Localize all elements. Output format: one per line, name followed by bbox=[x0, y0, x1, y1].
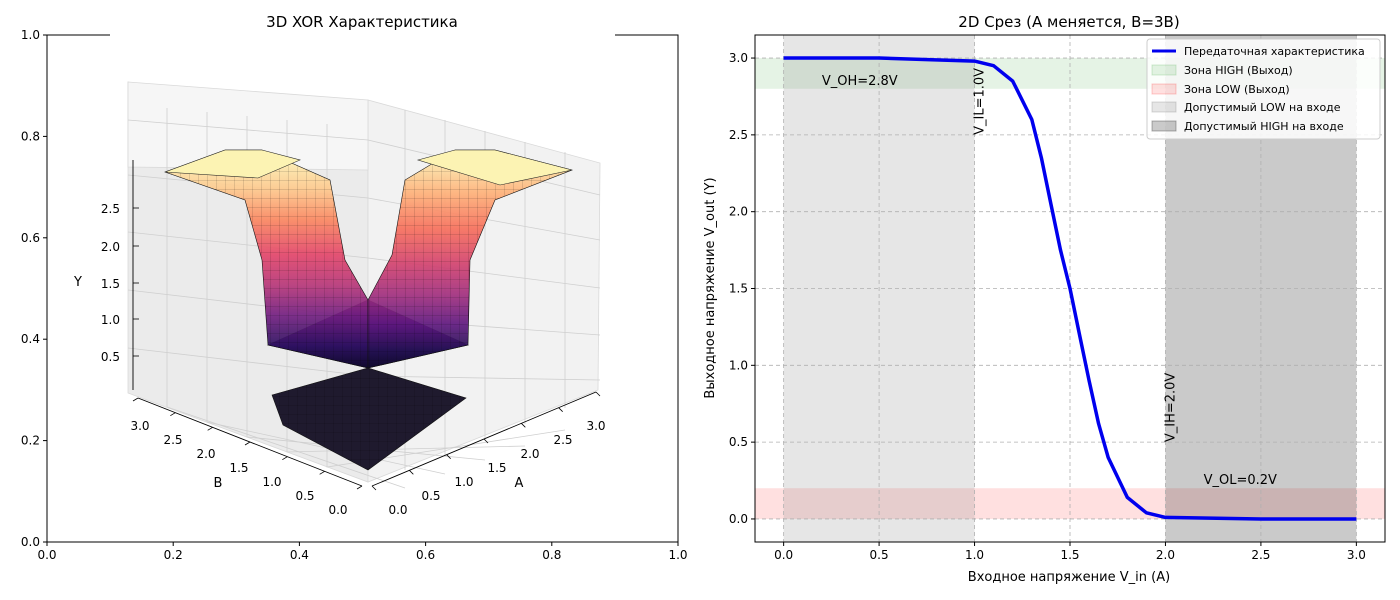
z-tick-label: 1.0 bbox=[101, 313, 120, 327]
a-tick-label: 2.5 bbox=[553, 433, 572, 447]
b-tick bbox=[170, 412, 176, 417]
a-tick bbox=[371, 485, 377, 491]
frame-xtick-label: 0.8 bbox=[542, 548, 561, 562]
legend-label-high-out: Зона HIGH (Выход) bbox=[1184, 64, 1293, 77]
b-tick-label: 3.0 bbox=[130, 419, 149, 433]
ytick-label: 0.5 bbox=[729, 435, 748, 449]
xtick-label: 2.0 bbox=[1156, 548, 1175, 562]
annotation-label: V_OH=2.8V bbox=[822, 74, 898, 89]
b-tick-label: 2.5 bbox=[163, 433, 182, 447]
legend-swatch-low-in bbox=[1151, 101, 1177, 113]
legend-swatch-high-in bbox=[1151, 120, 1177, 132]
b-tick bbox=[319, 470, 325, 475]
z-tick-label: 2.0 bbox=[101, 240, 120, 254]
legend-label-curve: Передаточная характеристика bbox=[1184, 45, 1365, 58]
surface-right-plateau bbox=[416, 149, 573, 186]
left-title: 3D XOR Характеристика bbox=[266, 13, 458, 31]
z-axis-label: Y bbox=[73, 275, 82, 290]
annotation-label: V_OL=0.2V bbox=[1204, 473, 1277, 488]
xtick-label: 3.0 bbox=[1347, 548, 1366, 562]
frame-xtick-label: 1.0 bbox=[668, 548, 687, 562]
ytick-label: 2.0 bbox=[729, 205, 748, 219]
xtick-label: 1.0 bbox=[965, 548, 984, 562]
z-tick-label: 0.5 bbox=[101, 350, 120, 364]
b-tick-label: 1.0 bbox=[262, 475, 281, 489]
a-tick bbox=[446, 454, 451, 459]
a-tick bbox=[409, 470, 414, 475]
a-tick-label: 2.0 bbox=[520, 447, 539, 461]
legend: Передаточная характеристика Зона HIGH (В… bbox=[1146, 38, 1381, 140]
legend-label-high-in: Допустимый HIGH на входе bbox=[1184, 120, 1344, 133]
b-tick-label: 1.5 bbox=[229, 461, 248, 475]
b-tick bbox=[244, 441, 251, 446]
ytick-label: 1.0 bbox=[729, 358, 748, 372]
frame-xtick-label: 0.2 bbox=[164, 548, 183, 562]
xtick-label: 0.5 bbox=[870, 548, 889, 562]
frame-ytick-label: 1.0 bbox=[21, 28, 40, 42]
a-tick-label: 1.5 bbox=[487, 461, 506, 475]
a-tick bbox=[595, 391, 601, 397]
z-tick-label: 1.5 bbox=[101, 277, 120, 291]
xtick-label: 1.5 bbox=[1060, 548, 1079, 562]
a-tick-label: 1.0 bbox=[454, 475, 473, 489]
frame-ytick-label: 0.8 bbox=[21, 129, 40, 143]
legend-box bbox=[1146, 38, 1381, 140]
surface-left-lobe-mesh bbox=[165, 150, 368, 368]
y-axis-label: Выходное напряжение V_out (Y) bbox=[703, 177, 718, 398]
xor-surface bbox=[164, 149, 573, 471]
frame-xtick-label: 0.6 bbox=[416, 548, 435, 562]
axes3d-ticks: 0.0 0.5 1.0 1.5 2.0 2.5 3.0 0.0 0.5 1.0 1.5 2.0 2.5 3… bbox=[101, 202, 606, 517]
right-panel: 2D Срез (A меняется, B=3В) 0.0 0.5 1.0 1.5 2… bbox=[703, 13, 1386, 585]
b-axis-label: B bbox=[214, 476, 223, 491]
annotation-label: V_IL=1.0V bbox=[973, 68, 988, 135]
a-tick bbox=[558, 407, 563, 412]
b-tick-label: 0.0 bbox=[328, 503, 347, 517]
z-tick-label: 2.5 bbox=[101, 202, 120, 216]
frame-xtick-label: 0.4 bbox=[290, 548, 309, 562]
left-title-gap bbox=[110, 34, 615, 37]
b-tick bbox=[356, 485, 363, 490]
ytick-label: 0.0 bbox=[729, 512, 748, 526]
line-plot-area: 0.0 0.5 1.0 1.5 2.0 2.5 3.0 0.0 0.5 1.0 1.5 2.0 2.5 3… bbox=[729, 34, 1386, 562]
legend-swatch-high-out bbox=[1151, 64, 1177, 76]
annotation-label: V_IH=2.0V bbox=[1163, 373, 1178, 443]
ytick-label: 1.5 bbox=[729, 282, 748, 296]
plot-frame bbox=[754, 34, 1386, 543]
legend-swatch-low-out bbox=[1151, 83, 1177, 95]
series-line bbox=[783, 56, 1357, 521]
a-axis-label: A bbox=[515, 476, 524, 491]
a-tick bbox=[521, 423, 526, 428]
xtick-label: 2.5 bbox=[1251, 548, 1270, 562]
frame-ytick-label: 0.4 bbox=[21, 332, 40, 346]
frame-xtick-label: 0.0 bbox=[37, 548, 56, 562]
legend-label-low-in: Допустимый LOW на входе bbox=[1184, 101, 1341, 114]
b-tick bbox=[132, 397, 139, 402]
b-tick-label: 2.0 bbox=[196, 447, 215, 461]
surface-left-plateau bbox=[164, 149, 301, 179]
a-tick-label: 0.0 bbox=[388, 503, 407, 517]
legend-label-low-out: Зона LOW (Выход) bbox=[1184, 83, 1290, 96]
b-tick bbox=[282, 456, 288, 461]
frame-ytick-label: 0.6 bbox=[21, 231, 40, 245]
right-title: 2D Срез (A меняется, B=3В) bbox=[958, 13, 1179, 31]
a-tick-label: 3.0 bbox=[586, 419, 605, 433]
xtick-label: 0.0 bbox=[774, 548, 793, 562]
pane-back-wall bbox=[127, 81, 369, 171]
ytick-label: 2.5 bbox=[729, 128, 748, 142]
ytick-label: 3.0 bbox=[729, 51, 748, 65]
b-tick bbox=[207, 426, 213, 431]
b-tick-label: 0.5 bbox=[295, 489, 314, 503]
frame-ytick-label: 0.2 bbox=[21, 434, 40, 448]
frame-ytick-label: 0.0 bbox=[21, 535, 40, 549]
x-axis-label: Входное напряжение V_in (A) bbox=[968, 570, 1170, 585]
surface-floor-mesh bbox=[272, 368, 466, 470]
left-frame-ticks: 0.0 0.2 0.4 0.6 0.8 1.0 0.0 0.2 0.4 0.6 0.8 1.0 bbox=[21, 28, 688, 562]
left-panel: 3D XOR Характеристика 0.0 0.2 0.4 0.6 0.8 1.0… bbox=[21, 13, 688, 562]
surface-right-lobe-mesh bbox=[368, 150, 572, 368]
a-tick-label: 0.5 bbox=[421, 489, 440, 503]
a-tick bbox=[483, 438, 489, 444]
